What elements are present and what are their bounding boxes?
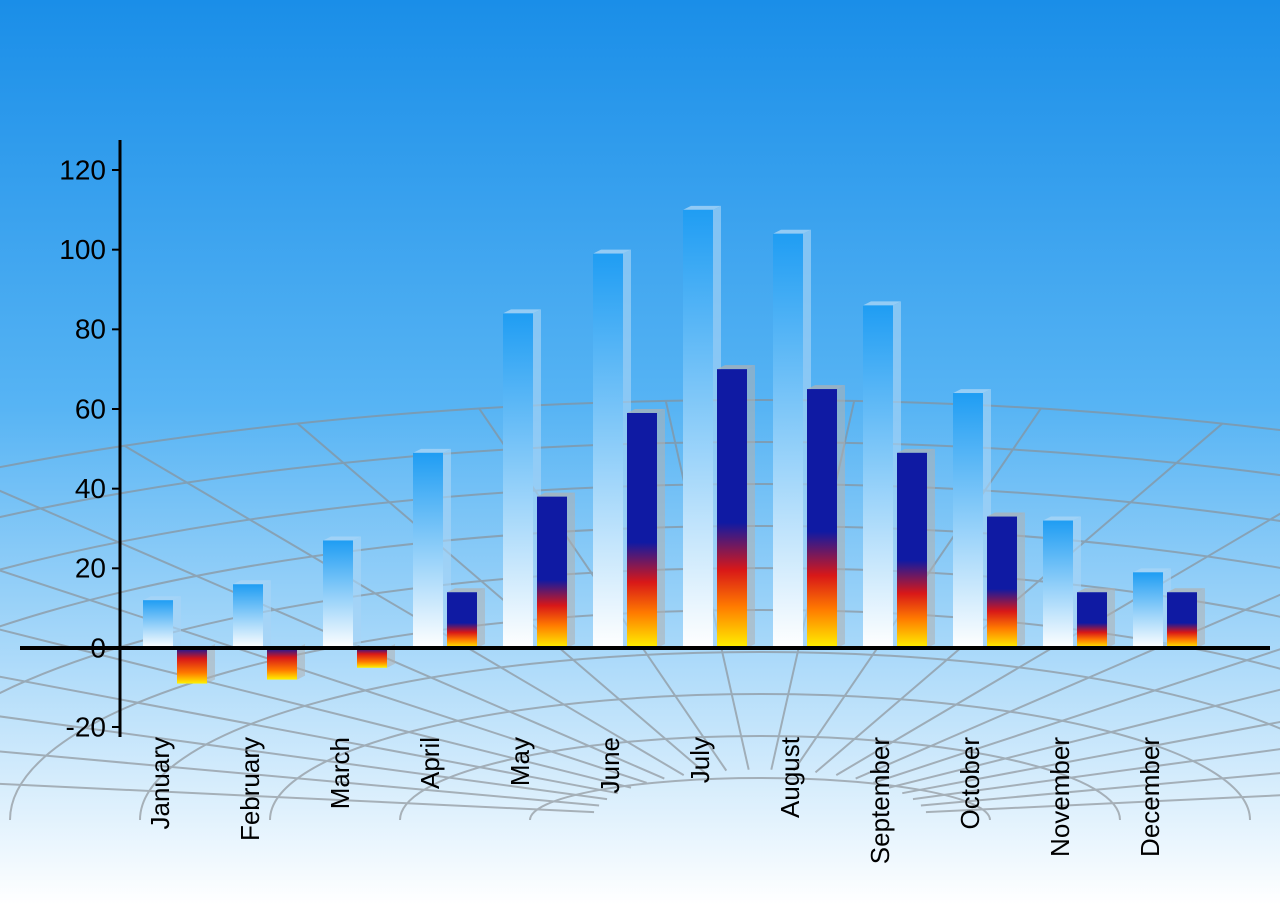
bar-fire	[717, 369, 747, 648]
bar-blue	[503, 313, 533, 648]
bar-fire	[177, 648, 207, 684]
bar-blue	[413, 453, 443, 648]
bar-fire	[987, 517, 1017, 648]
bar-blue	[953, 393, 983, 648]
chart-stage: -20020406080100120JanuaryFebruaryMarchAp…	[0, 0, 1280, 905]
bar-fire	[1077, 592, 1107, 648]
bar-blue	[323, 540, 353, 648]
chart-svg: -20020406080100120JanuaryFebruaryMarchAp…	[0, 0, 1280, 905]
bar-blue	[593, 254, 623, 648]
xtick-label: January	[145, 737, 175, 830]
xtick-label: August	[775, 736, 805, 818]
xtick-label: December	[1135, 737, 1165, 857]
bar-fire	[357, 648, 387, 668]
ytick-label: -20	[66, 711, 106, 742]
bar-fire	[447, 592, 477, 648]
xtick-label: May	[505, 737, 535, 786]
ytick-label: 20	[75, 553, 106, 584]
xtick-label: September	[865, 737, 895, 865]
ytick-label: 40	[75, 473, 106, 504]
bar-fire	[537, 497, 567, 648]
bar-fire	[627, 413, 657, 648]
xtick-label: June	[595, 737, 625, 793]
xtick-label: April	[415, 737, 445, 789]
bar-blue	[683, 210, 713, 648]
bar-fire	[897, 453, 927, 648]
bar-blue	[1133, 572, 1163, 648]
xtick-label: March	[325, 737, 355, 809]
bar-fire	[807, 389, 837, 648]
bar-blue	[233, 584, 263, 648]
ytick-label: 120	[59, 154, 106, 185]
xtick-label: February	[235, 737, 265, 841]
bar-fire	[267, 648, 297, 680]
ytick-label: 80	[75, 314, 106, 345]
xtick-label: July	[685, 737, 715, 783]
ytick-label: 100	[59, 234, 106, 265]
bar-blue	[1043, 521, 1073, 648]
bar-blue	[143, 600, 173, 648]
ytick-label: 60	[75, 393, 106, 424]
bar-blue	[773, 234, 803, 648]
xtick-label: October	[955, 737, 985, 830]
bar-fire	[1167, 592, 1197, 648]
xtick-label: November	[1045, 737, 1075, 857]
bar-blue	[863, 305, 893, 648]
